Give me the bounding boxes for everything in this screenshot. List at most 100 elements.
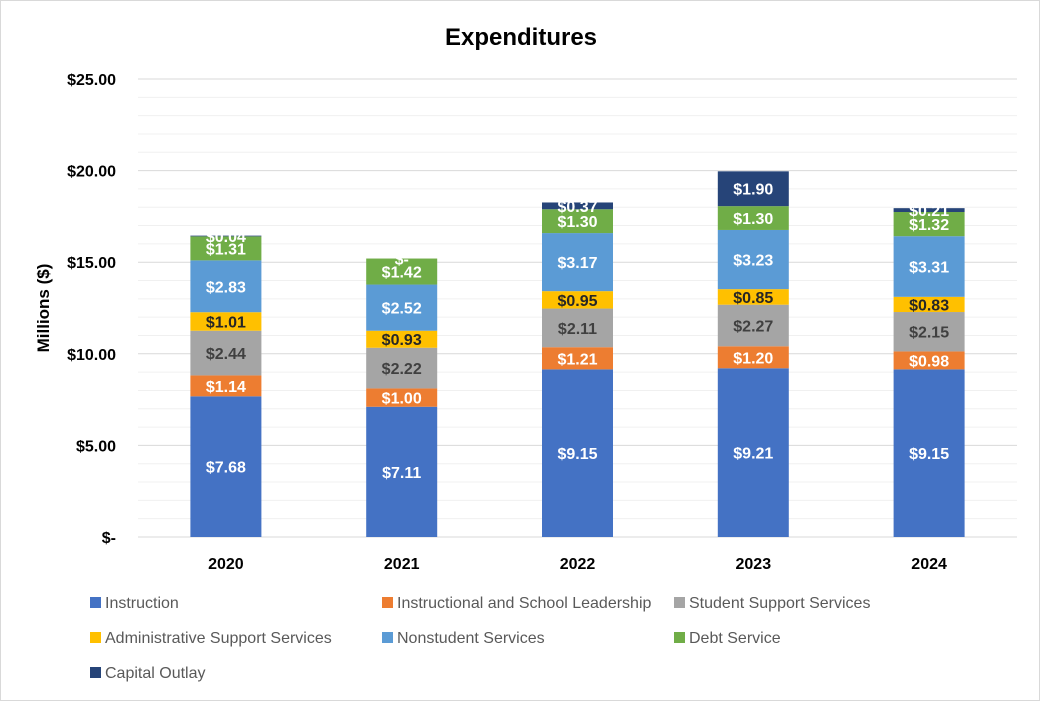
y-tick-label: $25.00 — [67, 72, 116, 89]
data-label: $1.14 — [206, 379, 246, 396]
bar-segment — [717, 368, 789, 537]
legend-swatch — [382, 597, 393, 608]
x-tick-label: 2020 — [208, 556, 244, 573]
bar-segment — [893, 208, 965, 213]
bar-segment — [190, 235, 262, 237]
bar-segment — [542, 202, 613, 210]
bar-segment — [366, 406, 438, 537]
data-label: $7.68 — [206, 460, 246, 477]
bar-segment — [190, 375, 262, 397]
bar-segment — [366, 347, 438, 389]
data-label: $9.15 — [909, 446, 949, 463]
data-label: $3.31 — [909, 260, 949, 277]
y-tick-label: $- — [102, 530, 116, 547]
data-label: $0.95 — [557, 293, 597, 310]
chart-title: Expenditures — [445, 24, 597, 51]
bar-segment — [542, 308, 613, 348]
legend-swatch — [382, 632, 393, 643]
bar-segment — [542, 209, 613, 234]
bar-segment — [893, 296, 965, 313]
bar-segment — [542, 369, 613, 537]
x-tick-label: 2023 — [736, 556, 772, 573]
data-label: $1.00 — [382, 391, 422, 408]
data-label: $1.90 — [733, 182, 773, 199]
legend-label: Instructional and School Leadership — [397, 595, 651, 612]
bar-segment — [190, 396, 262, 537]
data-label: $2.44 — [206, 346, 246, 363]
legend-label: Nonstudent Services — [397, 630, 545, 647]
data-label: $7.11 — [382, 465, 421, 482]
data-label: $2.22 — [382, 361, 422, 378]
data-label: $0.85 — [733, 290, 773, 307]
legend-swatch — [90, 667, 101, 678]
bar-segment — [542, 291, 613, 309]
bar-segment — [893, 351, 965, 370]
legend-label: Student Support Services — [689, 595, 870, 612]
data-label: $0.37 — [557, 199, 597, 216]
y-axis-ticks: $- $5.00 $10.00 $15.00 $20.00 $25.00 — [67, 72, 116, 547]
bar-segment — [893, 212, 965, 237]
data-label: $1.21 — [557, 351, 597, 368]
legend-label: Debt Service — [689, 630, 781, 647]
legend-swatch — [90, 632, 101, 643]
x-tick-label: 2022 — [560, 556, 596, 573]
y-tick-label: $10.00 — [67, 347, 116, 364]
bars — [190, 171, 965, 537]
data-label: $- — [395, 252, 409, 269]
data-label: $1.01 — [206, 314, 246, 331]
data-label: $2.52 — [382, 301, 422, 318]
data-label: $0.83 — [909, 297, 949, 314]
y-axis-label: Millions ($) — [34, 264, 53, 353]
data-label: $3.17 — [557, 255, 597, 272]
data-label: $1.30 — [733, 211, 773, 228]
legend-swatch — [90, 597, 101, 608]
bar-segment — [366, 330, 438, 348]
bar-segment — [190, 312, 262, 331]
data-label: $1.42 — [382, 265, 422, 282]
data-label: $1.32 — [909, 217, 949, 234]
bar-segment — [717, 346, 789, 369]
legend-swatch — [674, 632, 685, 643]
data-label: $2.11 — [558, 321, 597, 338]
x-tick-label: 2024 — [911, 556, 947, 573]
legend-label: Administrative Support Services — [105, 630, 332, 647]
data-label: $3.23 — [733, 253, 773, 270]
bar-segment — [366, 258, 438, 285]
y-tick-label: $5.00 — [76, 438, 116, 455]
bar-segment — [542, 347, 613, 370]
bar-segment — [717, 171, 789, 207]
data-label: $9.15 — [557, 446, 597, 463]
bar-segment — [366, 388, 438, 407]
x-axis-ticks: 2020 2021 2022 2023 2024 — [208, 556, 947, 573]
data-label: $9.21 — [733, 446, 773, 463]
bar-segment — [190, 236, 262, 261]
data-label: $2.15 — [909, 325, 949, 342]
y-tick-label: $15.00 — [67, 255, 116, 272]
data-label: $2.27 — [733, 318, 773, 335]
bar-segment — [893, 236, 965, 297]
legend-label: Capital Outlay — [105, 665, 206, 682]
bar-segment — [366, 284, 438, 331]
legend-swatch — [674, 597, 685, 608]
bar-segment — [717, 289, 789, 305]
data-label: $1.31 — [206, 241, 246, 258]
data-label: $0.98 — [909, 353, 949, 370]
bar-segment — [717, 206, 789, 230]
data-label: $0.04 — [206, 229, 246, 246]
bar-segment — [717, 304, 789, 347]
data-labels: $7.68 $1.14 $2.44 $1.01 $2.83 $1.31$0.04 $7.11… — [206, 182, 949, 482]
y-tick-label: $20.00 — [67, 164, 116, 181]
x-tick-label: 2021 — [384, 556, 420, 573]
data-label: $0.21 — [909, 203, 949, 220]
bar-segment — [893, 369, 965, 537]
bar-segment — [893, 312, 965, 352]
bar-segment — [190, 330, 262, 376]
legend-label: Instruction — [105, 595, 179, 612]
bar-segment — [717, 229, 789, 290]
bar-segment — [190, 260, 262, 313]
data-label: $1.30 — [557, 214, 597, 231]
bar-segment — [542, 233, 613, 292]
data-label: $0.93 — [382, 332, 422, 349]
